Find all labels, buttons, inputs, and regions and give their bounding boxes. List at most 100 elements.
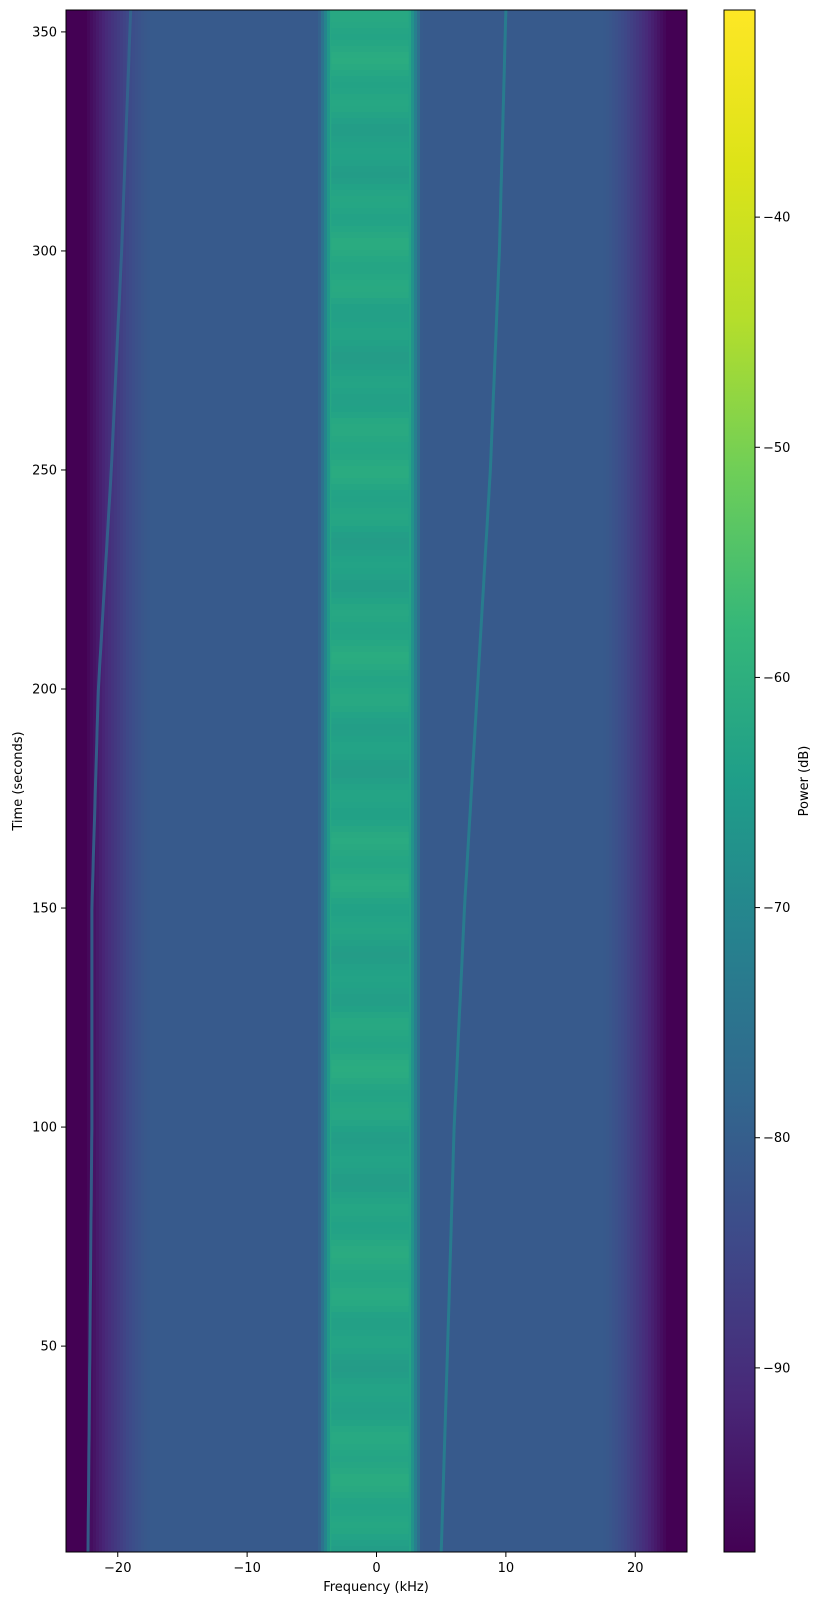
heatmap-band-strip xyxy=(331,1108,409,1114)
heatmap-band-strip xyxy=(331,424,409,430)
heatmap-column xyxy=(186,10,190,1552)
heatmap-column xyxy=(147,10,151,1552)
colorbar-tick-label: −40 xyxy=(763,211,790,226)
heatmap-band-strip xyxy=(331,388,409,394)
heatmap-column xyxy=(129,10,133,1552)
heatmap-column xyxy=(237,10,241,1552)
heatmap-column xyxy=(231,10,235,1552)
heatmap-band-strip xyxy=(331,952,409,958)
heatmap-column xyxy=(267,10,271,1552)
heatmap-column xyxy=(207,10,211,1552)
heatmap-column xyxy=(285,10,289,1552)
heatmap-band-strip xyxy=(331,436,409,442)
heatmap-band-strip xyxy=(331,1288,409,1294)
heatmap-band-strip xyxy=(331,1246,409,1252)
heatmap-column xyxy=(432,10,436,1552)
heatmap-column xyxy=(189,10,193,1552)
heatmap-band-strip xyxy=(331,496,409,502)
heatmap-column xyxy=(624,10,628,1552)
heatmap-column xyxy=(108,10,112,1552)
heatmap-band-strip xyxy=(331,340,409,346)
heatmap-band-strip xyxy=(331,1042,409,1048)
heatmap-column xyxy=(666,10,670,1552)
heatmap-column xyxy=(111,10,115,1552)
heatmap-band-strip xyxy=(331,1504,409,1510)
heatmap-band-strip xyxy=(331,856,409,862)
colorbar-tick-label: −80 xyxy=(763,1131,790,1146)
heatmap-column xyxy=(660,10,664,1552)
heatmap-column xyxy=(423,10,427,1552)
heatmap-band-strip xyxy=(331,862,409,868)
heatmap-band-strip xyxy=(331,106,409,112)
heatmap-column xyxy=(84,10,88,1552)
heatmap-band-strip xyxy=(331,580,409,586)
heatmap-band-strip xyxy=(331,1210,409,1216)
heatmap-column xyxy=(552,10,556,1552)
heatmap-column xyxy=(447,10,451,1552)
heatmap-column xyxy=(648,10,652,1552)
heatmap-band-strip xyxy=(331,868,409,874)
heatmap-band-strip xyxy=(331,682,409,688)
heatmap-column xyxy=(270,10,274,1552)
heatmap-column xyxy=(582,10,586,1552)
heatmap-band-strip xyxy=(331,172,409,178)
heatmap-band-strip xyxy=(331,1474,409,1480)
heatmap-band-strip xyxy=(331,874,409,880)
x-tick-label: −20 xyxy=(104,1561,131,1576)
heatmap-column xyxy=(90,10,94,1552)
heatmap-band-strip xyxy=(331,1120,409,1126)
heatmap-band-strip xyxy=(331,1270,409,1276)
heatmap-band-strip xyxy=(331,634,409,640)
heatmap-column xyxy=(498,10,502,1552)
colorbar-tick-label: −50 xyxy=(763,441,790,456)
heatmap-band-strip xyxy=(331,1354,409,1360)
heatmap-band-strip xyxy=(331,964,409,970)
heatmap-band-strip xyxy=(331,568,409,574)
colorbar-label: Power (dB) xyxy=(797,746,812,817)
heatmap-band-strip xyxy=(331,274,409,280)
heatmap-band-strip xyxy=(331,286,409,292)
heatmap-band-strip xyxy=(331,724,409,730)
heatmap-band-strip xyxy=(331,124,409,130)
heatmap-column xyxy=(510,10,514,1552)
heatmap-band-strip xyxy=(331,946,409,952)
heatmap-band-strip xyxy=(331,94,409,100)
heatmap-band-strip xyxy=(331,1492,409,1498)
heatmap-band-strip xyxy=(331,1168,409,1174)
heatmap-band-strip xyxy=(331,550,409,556)
heatmap-band-strip xyxy=(331,796,409,802)
heatmap-column xyxy=(81,10,85,1552)
heatmap-band-strip xyxy=(331,1162,409,1168)
heatmap-column xyxy=(261,10,265,1552)
heatmap-band-strip xyxy=(331,844,409,850)
heatmap-band-strip xyxy=(331,130,409,136)
heatmap-column xyxy=(417,10,421,1552)
heatmap-band-strip xyxy=(331,832,409,838)
heatmap-band-strip xyxy=(331,898,409,904)
heatmap-column xyxy=(102,10,106,1552)
heatmap-band-strip xyxy=(331,1510,409,1516)
heatmap-column xyxy=(165,10,169,1552)
heatmap-band-strip xyxy=(331,1414,409,1420)
colorbar: −90 −80 −70 −60 −50 −40 Power (dB) xyxy=(723,9,812,1553)
heatmap-band-strip xyxy=(331,460,409,466)
heatmap-band-strip xyxy=(331,664,409,670)
heatmap-band-strip xyxy=(331,652,409,658)
heatmap-column xyxy=(249,10,253,1552)
heatmap-band-strip xyxy=(331,202,409,208)
heatmap-band-strip xyxy=(331,76,409,82)
heatmap-column xyxy=(252,10,256,1552)
heatmap-column xyxy=(291,10,295,1552)
heatmap-column xyxy=(573,10,577,1552)
heatmap-band-strip xyxy=(331,544,409,550)
heatmap-band-strip xyxy=(331,784,409,790)
heatmap-column xyxy=(618,10,622,1552)
heatmap-column xyxy=(633,10,637,1552)
heatmap-band-strip xyxy=(331,334,409,340)
heatmap-band-strip xyxy=(331,1072,409,1078)
heatmap-band-strip xyxy=(331,394,409,400)
heatmap-band-strip xyxy=(331,976,409,982)
heatmap-column xyxy=(438,10,442,1552)
heatmap-column xyxy=(564,10,568,1552)
x-axis-label: Frequency (kHz) xyxy=(323,1580,429,1595)
